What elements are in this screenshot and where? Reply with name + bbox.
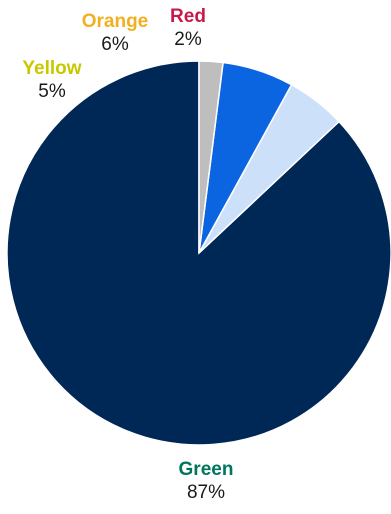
slice-label-yellow: Yellow	[22, 58, 81, 79]
pie-slices	[6, 60, 391, 446]
slice-percent-orange: 6%	[101, 34, 129, 55]
slice-percent-yellow: 5%	[38, 81, 66, 102]
slice-percent-green: 87%	[187, 482, 225, 503]
slice-percent-red: 2%	[174, 29, 202, 50]
slice-label-green: Green	[179, 459, 234, 480]
slice-label-orange: Orange	[82, 11, 149, 32]
pie-slice-red	[198, 60, 224, 254]
slice-label-red: Red	[170, 6, 206, 27]
